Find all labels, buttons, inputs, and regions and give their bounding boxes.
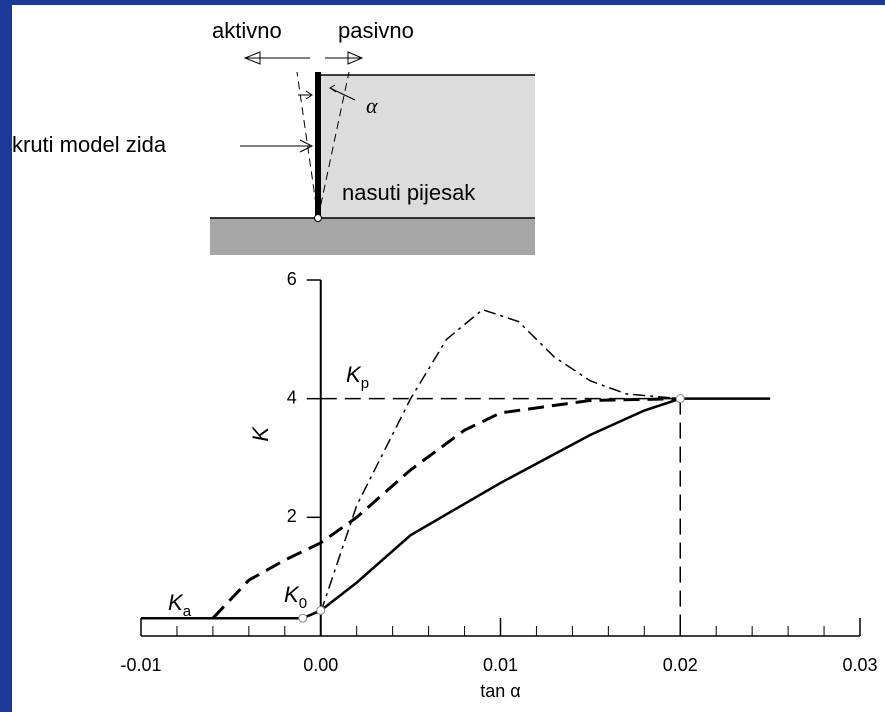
hinge — [314, 214, 322, 222]
wall-label: kruti model zida — [12, 132, 167, 157]
annotation: Kp — [346, 362, 369, 392]
x-tick-label: 0.00 — [303, 655, 338, 675]
curve — [320, 308, 681, 613]
soil-label: nasuti pijesak — [342, 180, 476, 205]
x-axis-label: tan α — [480, 681, 520, 701]
annotation: K0 — [284, 582, 307, 612]
angle-label: α — [366, 93, 378, 118]
annotation-symbol: K — [168, 590, 184, 615]
x-tick-label: -0.01 — [120, 655, 161, 675]
y-tick-label: 4 — [287, 387, 297, 407]
x-tick-label: 0.02 — [663, 655, 698, 675]
active-label: aktivno — [212, 18, 282, 43]
annotation-subscript: a — [183, 603, 192, 620]
x-tick-label: 0.03 — [842, 655, 877, 675]
ground — [210, 218, 535, 255]
active-arrow — [243, 51, 310, 65]
curve — [141, 397, 771, 620]
marker-point — [675, 394, 685, 404]
annotation-symbol: K — [346, 362, 362, 387]
annotation-subscript: p — [361, 375, 369, 392]
angle-arrow-left — [298, 90, 313, 100]
y-axis-label: K — [248, 426, 273, 442]
y-tick-label: 6 — [287, 269, 297, 289]
active-position — [296, 71, 319, 219]
marker-point — [316, 605, 326, 615]
wall-pointer — [240, 139, 314, 153]
passive-label: pasivno — [338, 18, 414, 43]
wall-diagram: aktivno pasivno α kruti model zida nasut… — [12, 18, 535, 255]
curve — [211, 397, 681, 620]
annotation: Ka — [168, 590, 192, 620]
angle-arrow-right — [329, 84, 356, 101]
marker-point — [298, 613, 308, 623]
passive-position — [317, 71, 350, 219]
passive-arrow — [325, 51, 364, 65]
soil — [320, 75, 535, 218]
x-tick-label: 0.01 — [483, 655, 518, 675]
y-tick-label: 2 — [287, 506, 297, 526]
annotation-symbol: K — [284, 582, 300, 607]
annotation-subscript: 0 — [299, 595, 307, 612]
